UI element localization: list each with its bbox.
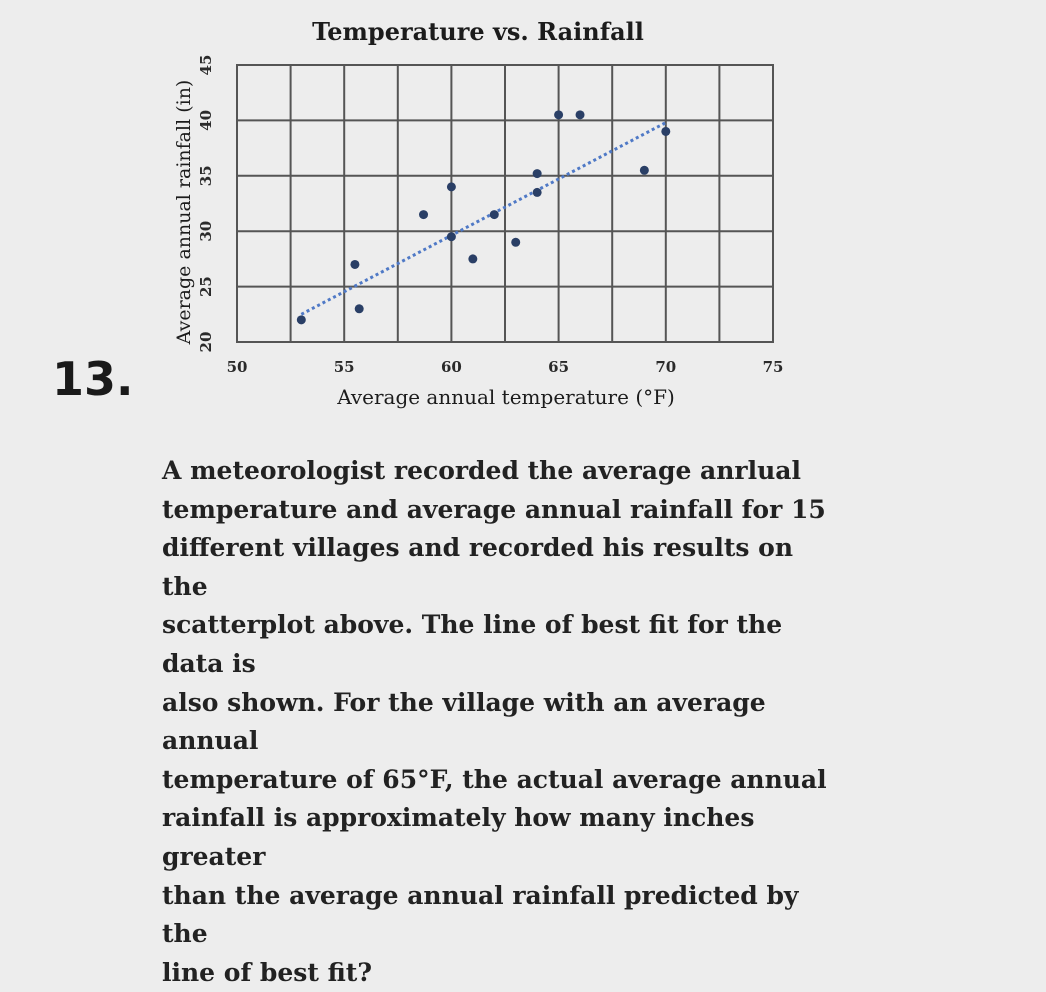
question-line: also shown. For the village with an aver…: [162, 687, 766, 756]
question-line: scatterplot above. The line of best fit …: [162, 610, 783, 678]
scatterplot-chart: 50 55 60 65 70 75 20 25 30 35 40 45 Temperature vs.…: [173, 17, 783, 409]
data-point: [532, 169, 542, 179]
question-number: 13.: [52, 352, 134, 406]
chart-title: Temperature vs. Rainfall: [312, 17, 644, 46]
x-tick-label: 65: [548, 358, 569, 376]
data-point: [661, 126, 671, 136]
data-point: [532, 187, 542, 197]
y-axis-label: Average annual rainfall (in): [173, 80, 195, 346]
y-tick-label: 25: [197, 276, 215, 297]
data-point: [296, 315, 306, 325]
question-text: A meteorologist recorded the average anr…: [162, 452, 842, 992]
question-line: line of best fit?: [162, 957, 372, 987]
data-point: [354, 304, 364, 314]
x-tick-label: 50: [227, 358, 248, 376]
data-point: [489, 210, 499, 220]
question-line: temperature and average annual rainfall …: [162, 494, 826, 524]
grid-lines: [236, 64, 774, 343]
y-tick-label: 35: [197, 165, 215, 186]
data-point: [350, 259, 360, 269]
question-line: different villages and recorded his resu…: [162, 533, 794, 601]
best-fit-line: [300, 121, 667, 316]
y-tick-label: 40: [197, 110, 215, 131]
tick-labels: 50 55 60 65 70 75 20 25 30 35 40 45: [197, 55, 783, 376]
x-tick-label: 60: [441, 358, 462, 376]
x-tick-label: 55: [334, 358, 355, 376]
x-axis-label: Average annual temperature (°F): [336, 385, 675, 409]
x-tick-label: 75: [763, 358, 784, 376]
question-line: temperature of 65°F, the actual average …: [162, 764, 827, 794]
question-line: A meteorologist recorded the average anr…: [162, 456, 801, 485]
data-point: [639, 165, 649, 175]
data-point: [468, 254, 478, 264]
best-fit-line-group: [300, 121, 667, 316]
data-point: [511, 237, 521, 247]
data-point: [419, 210, 429, 220]
y-tick-label: 30: [197, 221, 215, 242]
data-points: [296, 110, 671, 325]
data-point: [575, 110, 585, 120]
data-point: [554, 110, 564, 120]
y-tick-label: 20: [197, 332, 215, 353]
y-tick-label: 45: [197, 55, 215, 76]
question-line: than the average annual rainfall predict…: [162, 880, 799, 949]
data-point: [446, 232, 456, 242]
x-tick-label: 70: [655, 358, 676, 376]
question-line: rainfall is approximately how many inche…: [162, 803, 755, 871]
data-point: [446, 182, 456, 192]
